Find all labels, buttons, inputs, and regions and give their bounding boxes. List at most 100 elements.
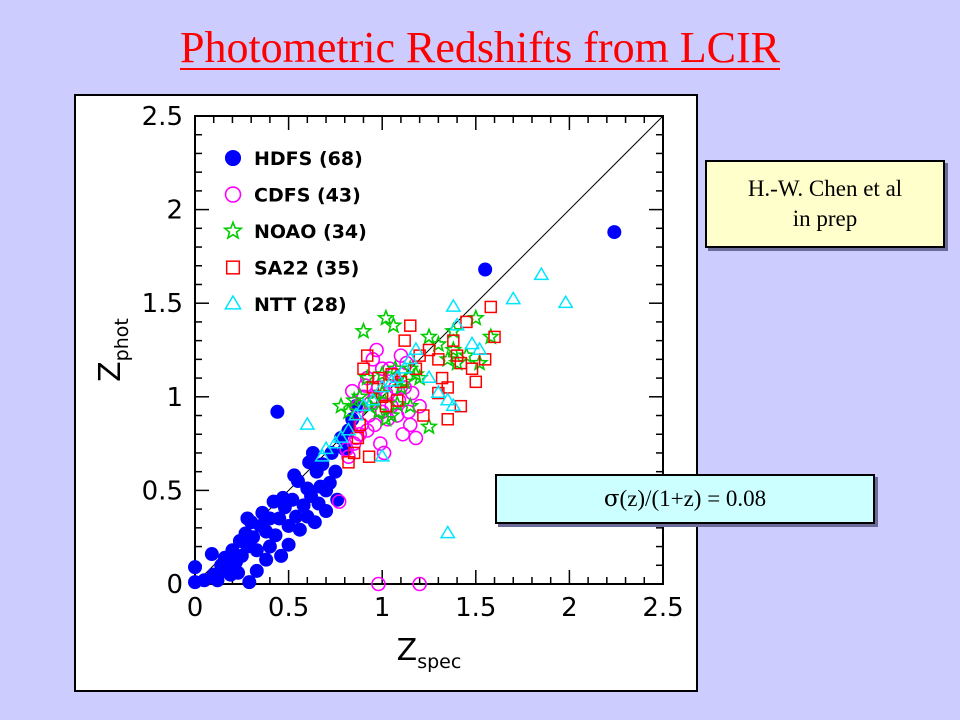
data-point [402, 350, 419, 365]
data-point [242, 575, 257, 590]
data-point [307, 515, 322, 530]
data-point [465, 362, 479, 375]
data-point [445, 298, 462, 312]
data-point [438, 349, 457, 368]
data-point [396, 360, 413, 374]
data-point [460, 315, 473, 329]
scatter-plot: 0 0.5 1 1.5 2 2.5 0 0.5 1 1.5 2 2.5 HDFS (68) CDFS (… [93, 102, 684, 673]
legend-label: NOAO (34) [254, 221, 367, 243]
legend-label: SA22 (35) [254, 258, 359, 280]
plot-area-border [194, 115, 664, 585]
data-point [407, 341, 424, 355]
data-point [412, 576, 427, 592]
data-point [270, 404, 285, 419]
legend-marker [225, 260, 241, 275]
data-point [351, 431, 365, 445]
legend-label: CDFS (43) [254, 185, 361, 207]
y-tick-label: 1.5 [142, 289, 183, 319]
data-point [305, 445, 320, 460]
data-point [340, 422, 357, 436]
data-point [339, 402, 358, 420]
data-point [382, 405, 401, 424]
data-point [389, 369, 406, 384]
data-point [449, 317, 466, 331]
data-point [369, 402, 388, 420]
data-point [404, 319, 417, 332]
data-point [470, 353, 489, 371]
data-point [330, 492, 345, 507]
legend-marker [224, 149, 242, 167]
data-point [488, 330, 501, 344]
x-tick-label: 1 [374, 593, 391, 623]
data-point [398, 334, 411, 347]
y-tick-label: 1 [166, 383, 183, 413]
data-point [204, 547, 219, 562]
data-point [344, 390, 364, 409]
data-point [274, 548, 289, 563]
data-point [373, 436, 388, 451]
series-ntt [299, 266, 574, 539]
data-point [289, 509, 304, 524]
data-point [347, 446, 361, 460]
data-point [383, 373, 400, 387]
legend-marker [224, 294, 242, 310]
data-point [391, 393, 407, 408]
data-point [328, 464, 343, 479]
data-point [333, 429, 349, 443]
data-point [393, 348, 409, 363]
data-point [319, 503, 334, 518]
data-point [454, 399, 468, 413]
data-point [419, 327, 439, 345]
x-tick-label: 0 [187, 593, 204, 623]
credit-box: H.-W. Chen et al in prep [705, 160, 945, 248]
data-point [299, 416, 316, 430]
data-point [444, 340, 463, 358]
data-point [357, 362, 370, 375]
sigma-formula: (z)/(1+z) = 0.08 [619, 486, 767, 511]
data-point [371, 576, 386, 592]
data-point [421, 369, 437, 384]
data-point [223, 567, 238, 582]
data-point [322, 475, 337, 490]
slide-title: Photometric Redshifts from LCIR [179, 23, 781, 72]
data-point [445, 397, 462, 412]
y-tick-label: 0.5 [142, 476, 183, 506]
legend-label: NTT (28) [254, 294, 347, 316]
sigma-box: σ (z)/(1+z) = 0.08 [495, 474, 875, 524]
data-point [432, 386, 445, 400]
data-point [240, 511, 255, 526]
data-point [533, 266, 550, 281]
data-point [607, 225, 622, 240]
data-point [188, 560, 202, 575]
data-point [249, 543, 264, 558]
data-point [412, 398, 427, 414]
data-point [314, 448, 331, 462]
y-tick-label: 0 [166, 570, 183, 600]
data-point [348, 430, 364, 446]
data-point [281, 537, 296, 552]
data-point [362, 450, 376, 463]
data-point [417, 409, 430, 422]
data-point [268, 528, 283, 543]
x-tick-label: 2.5 [642, 593, 683, 623]
legend-marker [224, 186, 242, 203]
sigma-symbol: σ [603, 486, 620, 512]
data-point [384, 315, 403, 334]
data-point [374, 448, 391, 462]
legend-label: HDFS (68) [254, 148, 363, 170]
legend-marker [222, 220, 244, 240]
data-point [281, 518, 296, 533]
data-point [450, 349, 464, 362]
data-point [429, 334, 448, 353]
data-point [348, 407, 364, 421]
y-tick-label: 2.5 [142, 102, 183, 132]
data-point [246, 530, 261, 545]
data-point [430, 384, 447, 399]
data-point [259, 552, 274, 567]
data-point [395, 426, 411, 442]
data-point [439, 524, 456, 539]
data-point [296, 498, 311, 513]
data-point [471, 341, 488, 355]
data-point [287, 468, 302, 483]
data-point [376, 445, 392, 461]
